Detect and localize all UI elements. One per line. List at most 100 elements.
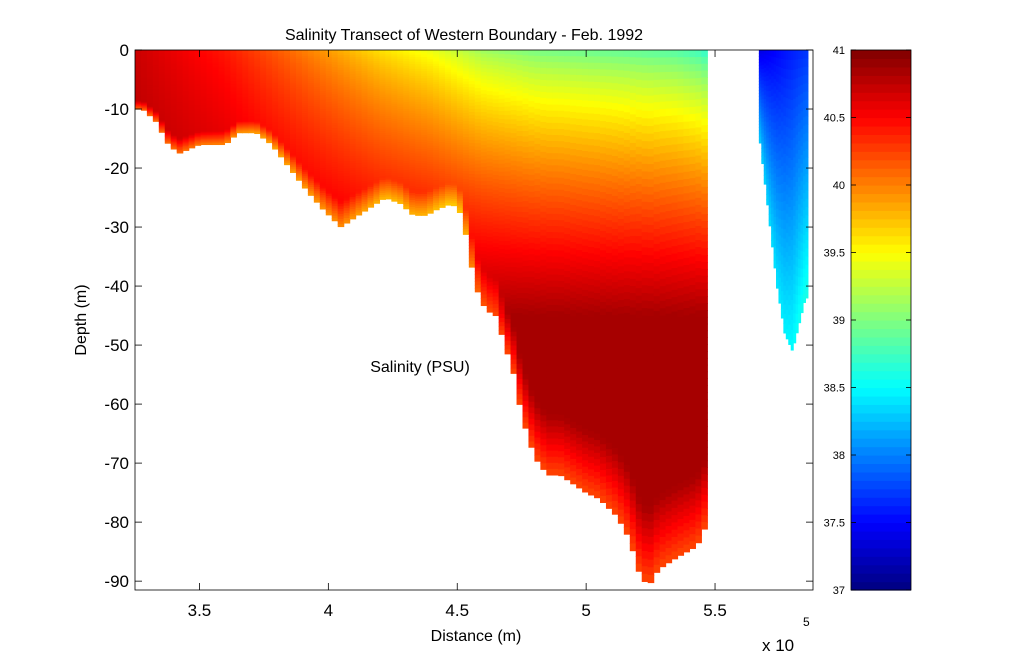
salinity-cell <box>480 254 488 259</box>
salinity-cell <box>528 396 536 403</box>
salinity-cell <box>468 236 476 240</box>
salinity-cell <box>278 101 285 104</box>
salinity-cell <box>260 124 267 127</box>
salinity-cell <box>409 139 416 143</box>
salinity-cell <box>433 145 440 149</box>
salinity-cell <box>468 108 476 113</box>
salinity-cell <box>295 107 303 111</box>
salinity-cell <box>421 85 428 89</box>
salinity-cell <box>385 183 392 187</box>
salinity-cell <box>266 63 273 66</box>
salinity-cell <box>230 79 237 82</box>
salinity-cell <box>439 106 446 110</box>
salinity-cell <box>301 146 309 150</box>
salinity-cell <box>218 122 226 125</box>
salinity-cell <box>528 401 536 409</box>
salinity-cell <box>307 174 315 178</box>
salinity-cell <box>218 95 226 98</box>
salinity-cell <box>313 186 321 190</box>
salinity-cell <box>290 121 297 125</box>
salinity-cell <box>170 90 178 93</box>
salinity-cell <box>176 101 184 104</box>
salinity-cell <box>492 50 500 55</box>
salinity-cell <box>379 145 386 149</box>
salinity-cell <box>325 174 333 178</box>
salinity-cell <box>146 90 154 92</box>
salinity-cell <box>349 213 357 217</box>
salinity-cell <box>284 58 291 61</box>
salinity-cell <box>474 236 482 241</box>
salinity-cell <box>266 88 273 91</box>
salinity-cell <box>367 81 375 85</box>
salinity-cell <box>152 118 160 120</box>
salinity-cell <box>331 149 339 153</box>
salinity-cell <box>367 200 375 204</box>
salinity-cell <box>391 97 398 101</box>
salinity-cell <box>504 236 512 242</box>
salinity-cell <box>373 146 381 150</box>
salinity-cell <box>188 56 196 59</box>
salinity-cell <box>194 109 202 112</box>
salinity-cell <box>397 188 404 191</box>
salinity-cell <box>325 130 333 133</box>
salinity-cell <box>254 80 261 83</box>
salinity-cell <box>528 293 536 301</box>
salinity-cell <box>164 116 172 119</box>
salinity-cell <box>546 50 553 57</box>
salinity-cell <box>421 201 428 205</box>
salinity-cell <box>492 288 500 294</box>
salinity-cell <box>379 180 386 183</box>
salinity-cell <box>427 182 434 186</box>
salinity-cell <box>188 132 196 135</box>
salinity-cell <box>439 146 446 150</box>
salinity-cell <box>534 173 541 180</box>
salinity-cell <box>552 201 559 209</box>
salinity-cell <box>379 156 386 160</box>
salinity-cell <box>194 104 202 107</box>
salinity-cell <box>367 97 375 100</box>
salinity-cell <box>498 66 506 71</box>
salinity-cell <box>480 268 488 274</box>
salinity-cell <box>498 261 506 266</box>
salinity-cell <box>325 132 333 136</box>
salinity-cell <box>439 72 446 76</box>
salinity-cell <box>278 56 285 59</box>
salinity-cell <box>146 66 154 69</box>
salinity-cell <box>385 169 392 172</box>
salinity-cell <box>278 130 285 133</box>
salinity-cell <box>379 103 386 107</box>
salinity-cell <box>439 74 446 78</box>
salinity-cell <box>480 298 488 303</box>
salinity-cell <box>492 250 500 256</box>
salinity-cell <box>367 61 375 65</box>
salinity-cell <box>391 140 398 144</box>
salinity-cell <box>373 144 381 147</box>
salinity-cell <box>462 223 470 227</box>
salinity-cell <box>135 101 142 103</box>
salinity-cell <box>272 146 279 149</box>
salinity-cell <box>200 120 208 123</box>
salinity-cell <box>468 242 476 246</box>
salinity-cell <box>480 195 488 201</box>
salinity-cell <box>510 327 518 333</box>
salinity-cell <box>218 118 226 121</box>
salinity-cell <box>230 67 237 70</box>
salinity-cell <box>522 233 530 240</box>
salinity-cell <box>266 64 273 67</box>
salinity-cell <box>522 341 530 348</box>
salinity-cell <box>260 93 267 96</box>
salinity-cell <box>498 318 506 323</box>
salinity-cell <box>325 188 333 192</box>
salinity-cell <box>528 169 536 176</box>
salinity-cell <box>433 164 440 167</box>
salinity-cell <box>200 117 208 120</box>
salinity-cell <box>385 179 392 183</box>
salinity-cell <box>278 69 285 72</box>
salinity-cell <box>212 75 220 78</box>
salinity-cell <box>421 61 428 65</box>
salinity-cell <box>445 138 452 142</box>
salinity-cell <box>200 114 208 117</box>
salinity-cell <box>307 68 315 72</box>
salinity-cell <box>445 72 452 75</box>
salinity-cell <box>343 133 351 138</box>
